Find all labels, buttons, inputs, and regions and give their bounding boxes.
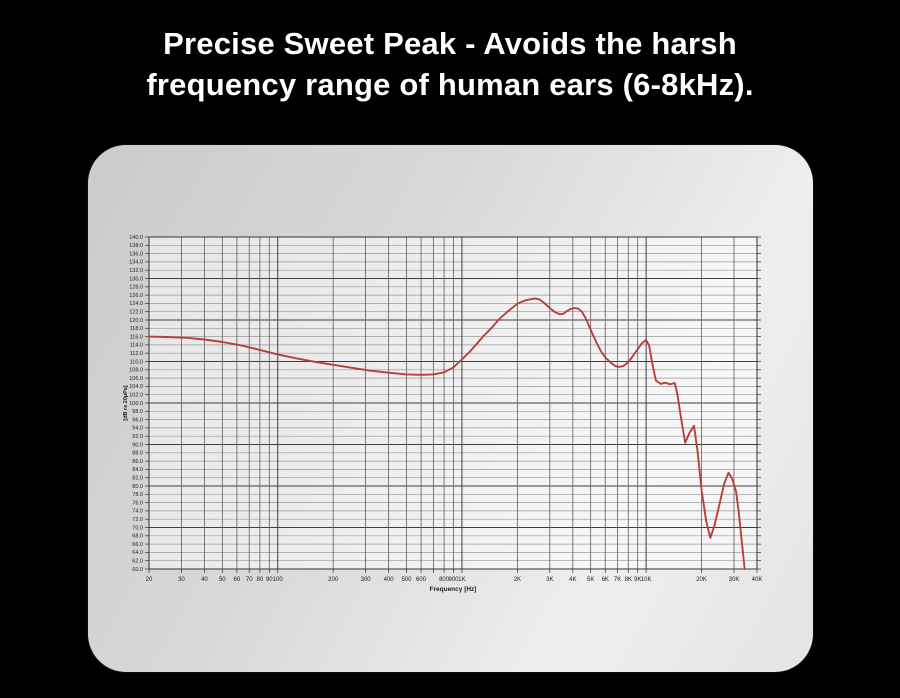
svg-text:124.0: 124.0 <box>129 301 143 307</box>
svg-text:40K: 40K <box>752 577 763 583</box>
svg-text:10K: 10K <box>641 577 652 583</box>
svg-text:90.0: 90.0 <box>132 442 143 448</box>
svg-text:82.0: 82.0 <box>132 476 143 482</box>
svg-text:7K: 7K <box>614 577 621 583</box>
svg-text:86.0: 86.0 <box>132 459 143 465</box>
page-title-line-2: frequency range of human ears (6-8kHz). <box>146 66 754 102</box>
svg-text:140.0: 140.0 <box>129 235 143 241</box>
page-title-line-1: Precise Sweet Peak - Avoids the harsh <box>163 26 737 61</box>
svg-text:900: 900 <box>448 577 459 583</box>
svg-text:98.0: 98.0 <box>132 409 143 415</box>
frequency-response-chart: 140.0 138.0 136.0 134.0 132.0 130.0 128.0 126.0… <box>123 235 763 593</box>
svg-text:100: 100 <box>273 577 284 583</box>
svg-text:126.0: 126.0 <box>129 293 143 299</box>
svg-text:116.0: 116.0 <box>130 334 143 340</box>
svg-text:128.0: 128.0 <box>129 285 143 291</box>
svg-text:92.0: 92.0 <box>132 434 143 440</box>
svg-text:300: 300 <box>361 577 372 583</box>
svg-text:400: 400 <box>384 577 395 583</box>
svg-text:112.0: 112.0 <box>130 351 143 357</box>
svg-text:108.0: 108.0 <box>129 368 143 374</box>
svg-text:106.0: 106.0 <box>129 376 143 382</box>
x-gridlines <box>181 237 735 569</box>
svg-text:136.0: 136.0 <box>129 251 143 257</box>
svg-text:62.0: 62.0 <box>132 559 143 565</box>
svg-text:800: 800 <box>439 577 450 583</box>
svg-text:60.0: 60.0 <box>132 567 143 573</box>
svg-text:100.0: 100.0 <box>129 401 143 407</box>
x-tick-labels: 20 30 40 50 60 70 80 90 100 200 300 400 500 600 800 900… <box>146 577 763 583</box>
svg-text:132.0: 132.0 <box>129 268 143 274</box>
svg-text:500: 500 <box>401 577 412 583</box>
x-axis-title: Frequency [Hz] <box>430 586 477 593</box>
svg-text:102.0: 102.0 <box>129 393 143 399</box>
svg-text:64.0: 64.0 <box>132 550 143 556</box>
svg-text:80: 80 <box>257 577 264 583</box>
svg-text:20K: 20K <box>696 577 707 583</box>
svg-text:80.0: 80.0 <box>132 484 143 490</box>
svg-text:114.0: 114.0 <box>130 343 143 349</box>
svg-text:118.0: 118.0 <box>130 326 143 332</box>
svg-text:40: 40 <box>201 577 208 583</box>
svg-text:3K: 3K <box>546 577 553 583</box>
svg-text:122.0: 122.0 <box>129 310 143 316</box>
response-curve <box>148 297 746 570</box>
svg-text:110.0: 110.0 <box>130 359 143 365</box>
page-title: Precise Sweet Peak - Avoids the harsh fr… <box>0 24 900 106</box>
chart-panel: 140.0 138.0 136.0 134.0 132.0 130.0 128.0 126.0… <box>88 145 813 672</box>
plot-border <box>148 236 758 570</box>
svg-text:130.0: 130.0 <box>129 276 143 282</box>
svg-text:1K: 1K <box>458 577 465 583</box>
svg-text:600: 600 <box>416 577 427 583</box>
svg-text:60: 60 <box>234 577 241 583</box>
axis-ticks <box>145 236 761 573</box>
svg-text:50: 50 <box>219 577 226 583</box>
y-tick-labels: 140.0 138.0 136.0 134.0 132.0 130.0 128.0 126.0… <box>129 235 143 573</box>
svg-text:2K: 2K <box>514 577 521 583</box>
svg-text:66.0: 66.0 <box>132 542 143 548</box>
svg-text:70.0: 70.0 <box>132 525 143 531</box>
svg-text:4K: 4K <box>569 577 576 583</box>
svg-text:104.0: 104.0 <box>129 384 143 390</box>
svg-text:120.0: 120.0 <box>129 318 143 324</box>
svg-text:30: 30 <box>178 577 185 583</box>
svg-text:72.0: 72.0 <box>132 517 143 523</box>
svg-text:8K: 8K <box>625 577 632 583</box>
svg-text:74.0: 74.0 <box>132 509 143 515</box>
svg-text:5K: 5K <box>587 577 594 583</box>
svg-text:96.0: 96.0 <box>132 417 143 423</box>
svg-text:94.0: 94.0 <box>132 426 143 432</box>
svg-text:20: 20 <box>146 577 153 583</box>
svg-text:9K: 9K <box>634 577 641 583</box>
svg-text:138.0: 138.0 <box>129 243 143 249</box>
svg-text:70: 70 <box>246 577 253 583</box>
svg-text:84.0: 84.0 <box>132 467 143 473</box>
svg-text:30K: 30K <box>729 577 740 583</box>
y-axis-title: [dB re 20µPa] <box>123 385 129 420</box>
svg-text:134.0: 134.0 <box>129 260 143 266</box>
svg-text:90: 90 <box>266 577 273 583</box>
svg-text:68.0: 68.0 <box>132 534 143 540</box>
svg-text:200: 200 <box>328 577 339 583</box>
svg-text:78.0: 78.0 <box>132 492 143 498</box>
svg-text:6K: 6K <box>602 577 609 583</box>
y-gridlines <box>149 236 757 570</box>
svg-text:76.0: 76.0 <box>132 500 143 506</box>
svg-text:88.0: 88.0 <box>132 451 143 457</box>
